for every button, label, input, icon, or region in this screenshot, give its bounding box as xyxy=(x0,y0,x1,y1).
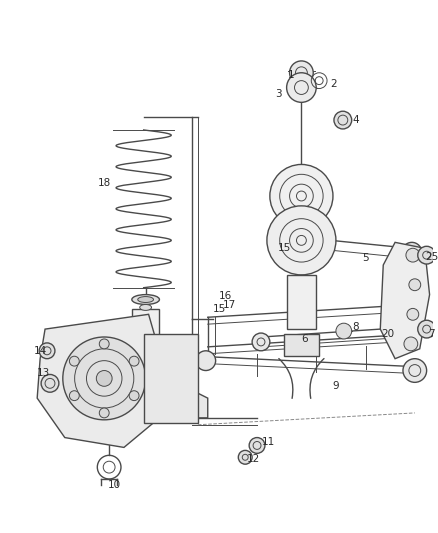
Circle shape xyxy=(99,408,109,418)
Circle shape xyxy=(99,339,109,349)
Circle shape xyxy=(249,438,265,454)
Circle shape xyxy=(129,356,139,366)
Circle shape xyxy=(286,73,316,102)
Circle shape xyxy=(267,206,336,275)
Bar xyxy=(284,334,319,356)
Circle shape xyxy=(336,323,352,339)
Ellipse shape xyxy=(132,295,159,304)
Circle shape xyxy=(41,375,59,392)
Circle shape xyxy=(252,333,270,351)
Text: 7: 7 xyxy=(428,329,435,339)
Bar xyxy=(286,275,316,329)
Polygon shape xyxy=(37,314,162,447)
Ellipse shape xyxy=(138,296,153,303)
Circle shape xyxy=(196,351,215,370)
Text: 14: 14 xyxy=(34,346,47,356)
Circle shape xyxy=(238,450,252,464)
Circle shape xyxy=(400,321,420,341)
Text: 15: 15 xyxy=(213,304,226,314)
Circle shape xyxy=(290,61,313,85)
Text: 16: 16 xyxy=(219,290,232,301)
Circle shape xyxy=(418,320,435,338)
Bar xyxy=(144,334,198,423)
Text: 15: 15 xyxy=(278,243,291,253)
Circle shape xyxy=(409,279,421,290)
Circle shape xyxy=(404,337,418,351)
Text: 3: 3 xyxy=(276,90,282,100)
Text: 9: 9 xyxy=(332,381,339,391)
Circle shape xyxy=(418,246,435,264)
Polygon shape xyxy=(380,243,430,359)
Text: 12: 12 xyxy=(247,454,260,464)
Circle shape xyxy=(63,337,145,420)
Text: 2: 2 xyxy=(331,78,337,88)
Circle shape xyxy=(69,391,79,401)
Ellipse shape xyxy=(140,304,152,310)
Circle shape xyxy=(406,248,420,262)
Circle shape xyxy=(334,111,352,129)
Text: 6: 6 xyxy=(301,334,307,344)
Text: 17: 17 xyxy=(223,301,236,310)
Text: 11: 11 xyxy=(262,438,276,448)
Text: 25: 25 xyxy=(425,252,438,262)
Text: 20: 20 xyxy=(381,329,395,339)
Circle shape xyxy=(407,309,419,320)
Text: 4: 4 xyxy=(352,115,359,125)
Polygon shape xyxy=(145,367,208,418)
Circle shape xyxy=(69,356,79,366)
Text: 18: 18 xyxy=(98,178,111,188)
Circle shape xyxy=(129,391,139,401)
Bar xyxy=(132,309,159,374)
Text: 5: 5 xyxy=(362,253,369,263)
Text: 10: 10 xyxy=(107,480,120,490)
Circle shape xyxy=(403,359,427,382)
Text: 13: 13 xyxy=(36,368,50,378)
Circle shape xyxy=(402,243,422,262)
Circle shape xyxy=(96,370,112,386)
Text: 1: 1 xyxy=(288,70,295,80)
Circle shape xyxy=(270,165,333,228)
Circle shape xyxy=(39,343,55,359)
Text: 8: 8 xyxy=(352,322,359,332)
